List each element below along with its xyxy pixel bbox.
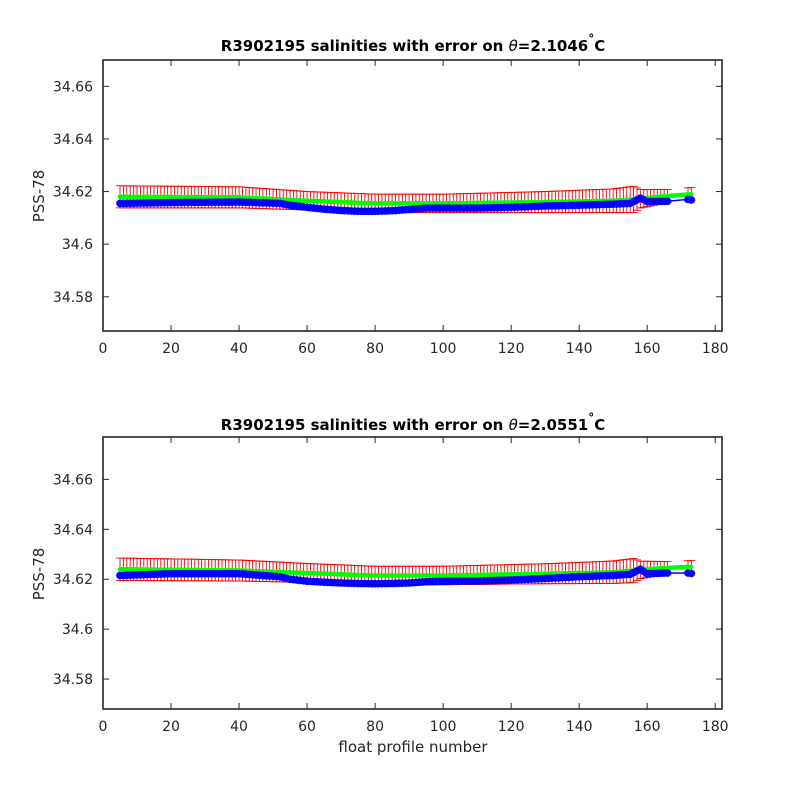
plot-area-top: 0 20 40 60 80 100 120 140 160 180 34.58 34.6 34.62 34…	[53, 59, 729, 357]
x-tick-label: 0	[99, 341, 108, 357]
x-axis-label-bottom: float profile number	[338, 738, 488, 756]
x-tick-label: 120	[498, 719, 525, 735]
x-tick-label: 40	[230, 719, 248, 735]
axes-box-bottom	[102, 436, 723, 710]
y-tick-label: 34.66	[53, 79, 93, 95]
y-tick-label: 34.6	[62, 237, 93, 253]
y-axis-label-bottom: PSS-78	[30, 548, 48, 601]
x-tick-label: 80	[366, 341, 384, 357]
chart-title-bottom: R3902195 salinities with error on θ=2.05…	[221, 411, 605, 434]
y-tick-label: 34.66	[53, 472, 93, 488]
x-tick-label: 100	[430, 719, 457, 735]
x-tick-label: 40	[230, 341, 248, 357]
chart-panel-top: R3902195 salinities with error on θ=2.10…	[30, 32, 729, 357]
x-tick-label: 180	[702, 719, 729, 735]
measured-points-top	[116, 194, 696, 216]
axes-box-top	[102, 59, 723, 332]
y-tick-label: 34.62	[53, 572, 93, 588]
measured-point	[687, 196, 696, 204]
x-tick-label: 80	[366, 719, 384, 735]
chart-title-top: R3902195 salinities with error on θ=2.10…	[221, 32, 605, 55]
x-tick-label: 160	[634, 719, 661, 735]
plot-area-bottom: 0 20 40 60 80 100 120 140 160 180 34.58 34.6 34.62 34…	[53, 436, 729, 735]
x-tick-label: 160	[634, 341, 661, 357]
y-tick-label: 34.62	[53, 185, 93, 201]
x-tick-label: 140	[566, 719, 593, 735]
x-tick-label: 20	[162, 719, 180, 735]
y-tick-label: 34.64	[53, 132, 93, 148]
y-tick-label: 34.58	[53, 290, 93, 306]
x-tick-label: 140	[566, 341, 593, 357]
x-tick-label: 60	[298, 719, 316, 735]
measured-points-bottom	[116, 565, 696, 588]
chart-panel-bottom: R3902195 salinities with error on θ=2.05…	[30, 411, 729, 756]
y-axis-label-top: PSS-78	[30, 170, 48, 223]
x-tick-label: 120	[498, 341, 525, 357]
x-tick-label: 180	[702, 341, 729, 357]
measured-point	[663, 569, 672, 577]
y-tick-label: 34.58	[53, 672, 93, 688]
measured-point	[687, 569, 696, 578]
x-tick-label: 100	[430, 341, 457, 357]
measured-point	[663, 197, 672, 206]
y-tick-label: 34.6	[62, 622, 93, 638]
x-tick-label: 60	[298, 341, 316, 357]
x-tick-label: 20	[162, 341, 180, 357]
x-tick-label: 0	[99, 719, 108, 735]
y-tick-label: 34.64	[53, 522, 93, 538]
